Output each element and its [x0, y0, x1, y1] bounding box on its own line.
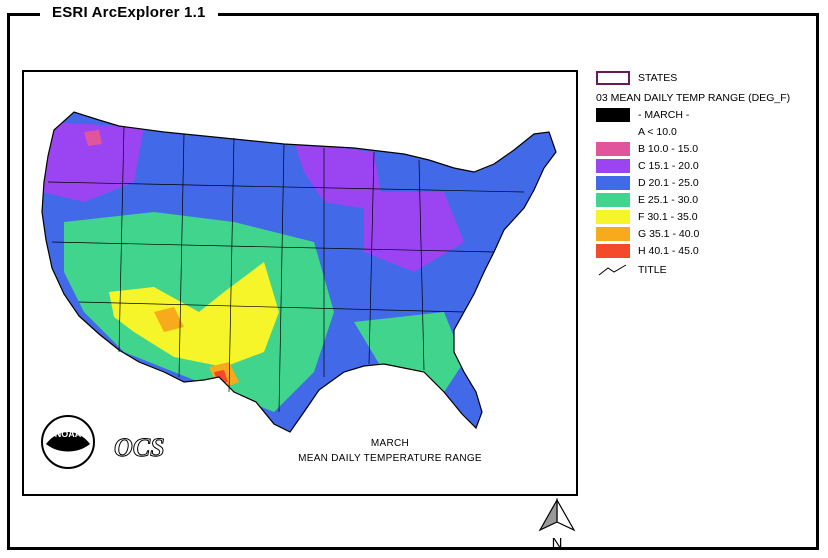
legend-class-row[interactable]: G 35.1 - 40.0	[596, 226, 699, 242]
legend-class-row[interactable]: H 40.1 - 45.0	[596, 243, 699, 259]
polyline-icon	[598, 264, 627, 276]
legend-class-row[interactable]: C 15.1 - 20.0	[596, 158, 699, 174]
north-arrow: N	[536, 497, 578, 552]
north-arrow-label: N	[552, 535, 563, 550]
legend-title-row[interactable]: TITLE	[596, 262, 667, 278]
legend-class-row[interactable]: D 20.1 - 25.0	[596, 175, 699, 191]
north-arrow-icon: N	[538, 497, 576, 552]
legend-class-label: H 40.1 - 45.0	[638, 245, 699, 257]
legend-swatch	[596, 125, 630, 139]
ocs-logo-text: OCS	[114, 433, 165, 462]
legend-class-label: A < 10.0	[638, 126, 677, 138]
legend-class-label: G 35.1 - 40.0	[638, 228, 700, 240]
states-swatch	[596, 71, 630, 85]
legend-swatch	[596, 176, 630, 190]
legend-states-row[interactable]: STATES	[596, 70, 677, 86]
app-frame	[7, 13, 819, 550]
app-title: ESRI ArcExplorer 1.1	[40, 4, 218, 21]
legend-class-row[interactable]: E 25.1 - 30.0	[596, 192, 698, 208]
legend-swatch	[596, 193, 630, 207]
us-temperature-range-map[interactable]: NOAA OCS	[24, 72, 576, 494]
legend-class-label: B 10.0 - 15.0	[638, 143, 699, 155]
legend-swatch	[596, 227, 630, 241]
legend-class-row[interactable]: A < 10.0	[596, 124, 677, 140]
map-caption-title: MEAN DAILY TEMPERATURE RANGE	[298, 453, 482, 464]
map-view[interactable]: NOAA OCS MARCH MEAN DAILY TEMPERATURE RA…	[22, 70, 578, 496]
legend-swatch	[596, 210, 630, 224]
legend-class-row[interactable]: - MARCH -	[596, 107, 689, 123]
legend-layer-title: 03 MEAN DAILY TEMP RANGE (DEG_F)	[596, 92, 791, 104]
legend-states-label: STATES	[638, 72, 678, 84]
legend-layer-title-row[interactable]: 03 MEAN DAILY TEMP RANGE (DEG_F)	[596, 90, 790, 106]
legend-class-label: - MARCH -	[638, 109, 690, 121]
legend-swatch	[596, 244, 630, 258]
legend-swatch	[596, 159, 630, 173]
legend-title-label: TITLE	[638, 264, 667, 276]
legend-class-label: E 25.1 - 30.0	[638, 194, 699, 206]
legend-class-label: F 30.1 - 35.0	[638, 211, 698, 223]
map-caption-month: MARCH	[370, 438, 410, 449]
legend-class-row[interactable]: B 10.0 - 15.0	[596, 141, 698, 157]
legend-swatch	[596, 108, 630, 122]
legend-class-label: C 15.1 - 20.0	[638, 160, 699, 172]
noaa-logo-text: NOAA	[55, 429, 82, 439]
legend-class-row[interactable]: F 30.1 - 35.0	[596, 209, 698, 225]
legend-swatch	[596, 142, 630, 156]
legend-class-label: D 20.1 - 25.0	[638, 177, 699, 189]
noaa-logo: NOAA	[41, 415, 95, 469]
